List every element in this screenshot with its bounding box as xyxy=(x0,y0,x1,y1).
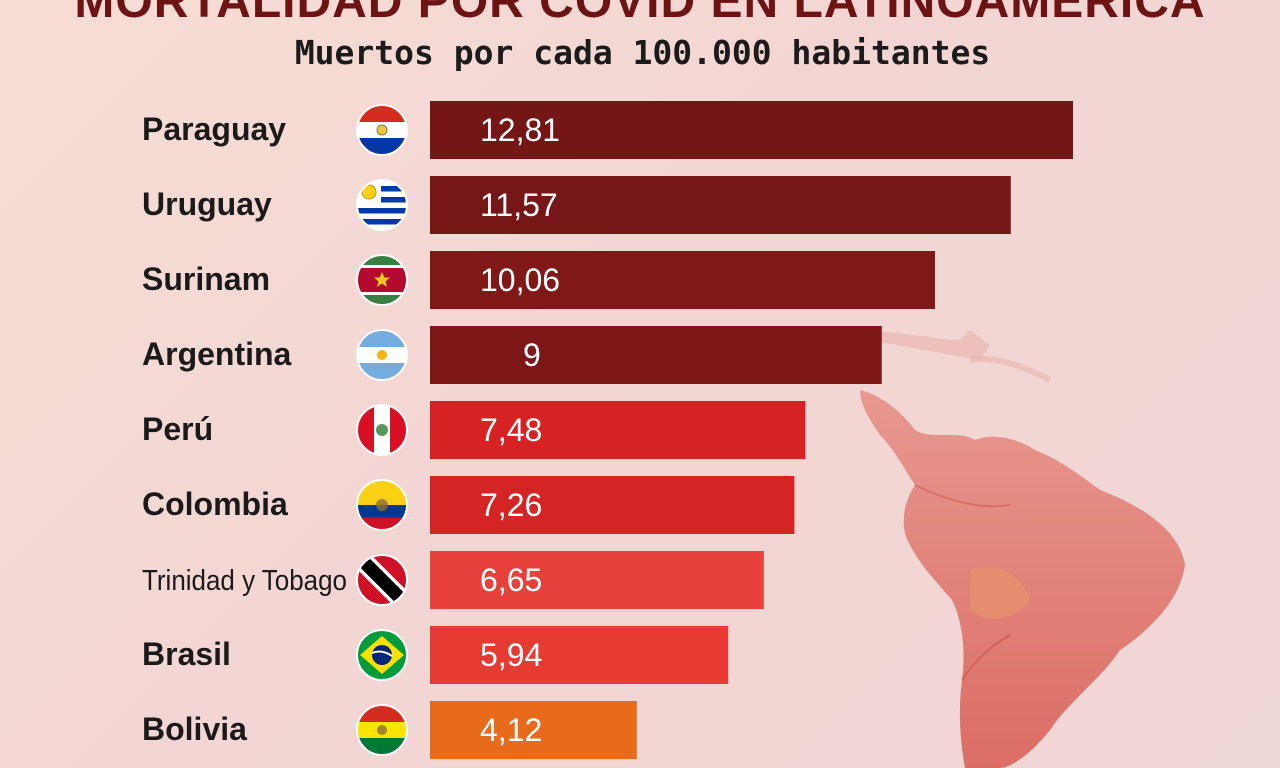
value-label: 6,65 xyxy=(480,562,542,598)
chart-title: MORTALIDAD POR COVID EN LATINOAMÉRICA xyxy=(74,0,1206,28)
bar xyxy=(430,476,795,534)
bar xyxy=(430,626,729,684)
country-label: Trinidad y Tobago xyxy=(142,565,347,597)
bar xyxy=(430,101,1073,159)
country-label: Colombia xyxy=(142,486,288,522)
value-label: 7,26 xyxy=(480,487,542,523)
value-label: 9 xyxy=(523,337,541,373)
country-label: Surinam xyxy=(142,261,270,297)
brazil-flag-icon xyxy=(357,630,407,680)
bar xyxy=(430,551,764,609)
country-label: Perú xyxy=(142,411,213,447)
trinidad-tobago-flag-icon xyxy=(357,555,407,605)
value-label: 11,57 xyxy=(480,187,558,223)
bar xyxy=(430,401,806,459)
bar xyxy=(430,251,935,309)
value-label: 7,48 xyxy=(480,412,542,448)
bar xyxy=(430,176,1011,234)
value-label: 5,94 xyxy=(480,637,542,673)
value-label: 12,81 xyxy=(480,112,560,148)
country-label: Argentina xyxy=(142,336,292,372)
country-label: Bolivia xyxy=(142,711,247,747)
bar xyxy=(430,326,882,384)
value-label: 4,12 xyxy=(480,712,542,748)
bar xyxy=(430,701,637,759)
chart-subtitle: Muertos por cada 100.000 habitantes xyxy=(294,33,991,72)
suriname-flag-icon xyxy=(357,255,407,305)
country-label: Brasil xyxy=(142,636,231,672)
value-label: 10,06 xyxy=(480,262,560,298)
country-label: Paraguay xyxy=(142,111,286,147)
country-label: Uruguay xyxy=(142,186,272,222)
